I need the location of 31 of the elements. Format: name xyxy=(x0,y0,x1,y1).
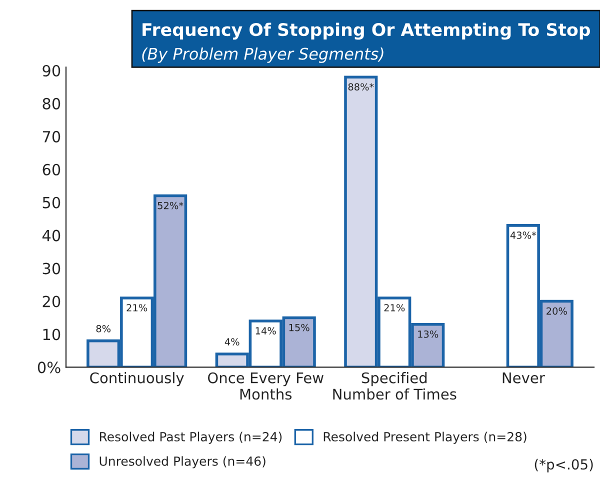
chart-subtitle: (By Problem Player Segments) xyxy=(142,47,384,63)
legend-label: Resolved Present Players (n=28) xyxy=(324,432,526,444)
y-tick-label: 10 xyxy=(43,328,60,340)
text: (*p<.05) xyxy=(534,458,593,472)
y-tick-label: 60 xyxy=(42,164,60,176)
data-label: 14% xyxy=(256,327,276,335)
legend-label: Resolved Past Players (n=24) xyxy=(100,432,282,444)
data-label: 13% xyxy=(418,330,438,338)
x-tick-label: Once Every Few Months xyxy=(208,372,324,400)
y-tick-label: 50 xyxy=(42,196,60,208)
data-label: 4% xyxy=(224,338,240,346)
chart-title: Frequency Of Stopping Or Attempting To Stop xyxy=(142,22,590,40)
y-tick-label: 70 xyxy=(42,130,60,142)
x-tick-label: Specified Number of Times xyxy=(333,372,456,400)
data-label: 20% xyxy=(546,307,567,315)
y-tick-label: 80 xyxy=(42,98,60,110)
y-tick-label: 0% xyxy=(38,362,60,374)
legend-label: Unresolved Players (n=46) xyxy=(100,456,266,468)
y-tick-label: 40 xyxy=(42,230,60,242)
x-tick-label: Continuously xyxy=(90,372,184,386)
data-label: 8% xyxy=(96,324,111,332)
x-tick-label: Never xyxy=(502,372,545,384)
y-tick-label: 20 xyxy=(42,296,60,308)
data-label: 21% xyxy=(126,304,148,312)
y-tick-label: 90 xyxy=(42,64,60,77)
data-label: 21% xyxy=(384,304,405,312)
data-label: 43%* xyxy=(510,232,536,239)
data-label: 88%* xyxy=(348,83,374,91)
data-label: 52%* xyxy=(158,202,184,210)
data-label: 15% xyxy=(289,324,310,332)
y-tick-label: 30 xyxy=(42,262,60,274)
